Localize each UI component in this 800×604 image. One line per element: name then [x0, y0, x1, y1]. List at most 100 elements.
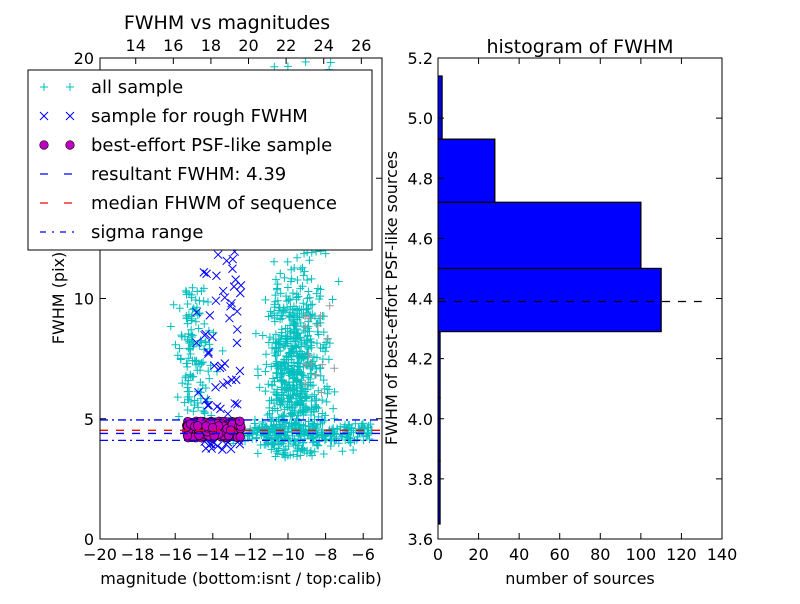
point-all-sample: [276, 400, 285, 409]
point-rough-sample: [199, 268, 209, 277]
point-all-sample: [273, 406, 282, 415]
histogram-bar: [438, 138, 496, 203]
point-all-sample: [264, 312, 273, 321]
point-rough-sample: [232, 325, 242, 334]
point-all-sample: [272, 338, 281, 347]
y-tick-label: 4.4: [408, 290, 433, 309]
point-all-sample: [251, 423, 260, 432]
point-all-sample: [246, 424, 255, 433]
point-all-sample: [297, 444, 306, 453]
point-all-sample: [252, 434, 261, 443]
point-rough-sample: [204, 347, 213, 357]
legend-cross-icon: [39, 111, 49, 121]
point-all-sample: [169, 300, 178, 309]
point-all-sample: [200, 345, 209, 354]
point-all-sample: [296, 451, 305, 460]
point-all-sample: [316, 343, 325, 352]
point-all-sample: [308, 451, 317, 460]
point-all-sample: [253, 449, 262, 458]
point-rough-sample: [218, 380, 228, 390]
point-all-sample: [199, 358, 208, 367]
point-rough-sample: [218, 286, 228, 296]
point-all-sample: [270, 309, 279, 318]
point-all-sample: [175, 304, 184, 313]
histogram-bar: [438, 75, 443, 140]
point-all-sample: [290, 436, 299, 445]
point-all-sample: [192, 303, 201, 312]
point-all-sample: [278, 421, 287, 430]
point-psf-sample: [182, 431, 193, 441]
point-all-sample: [304, 287, 313, 296]
point-all-sample: [264, 338, 273, 347]
point-all-sample: [298, 263, 307, 272]
x-tick-label: 80: [590, 545, 610, 564]
point-all-sample: [262, 360, 271, 369]
point-all-sample: [297, 354, 306, 363]
point-all-sample: [352, 435, 361, 444]
point-all-sample: [301, 379, 310, 388]
point-all-sample: [301, 360, 310, 369]
point-all-sample: [264, 428, 273, 437]
x-tick-label: −12: [234, 545, 268, 564]
point-all-sample: [286, 412, 295, 421]
point-rough-sample: [201, 395, 210, 405]
point-all-sample: [296, 265, 305, 274]
point-all-sample: [279, 411, 288, 420]
point-all-sample: [322, 338, 331, 347]
point-all-sample: [185, 345, 194, 354]
point-all-sample: [265, 396, 274, 405]
point-all-sample: [324, 355, 333, 364]
point-all-sample: [267, 435, 276, 444]
point-all-sample: [293, 306, 302, 315]
point-all-sample: [184, 354, 193, 363]
point-all-sample: [273, 284, 282, 293]
point-all-sample: [261, 295, 270, 304]
y-tick-label: 4.2: [408, 350, 433, 369]
top-x-tick-label: 14: [126, 36, 146, 55]
point-all-sample: [330, 414, 339, 423]
point-all-sample: [184, 344, 193, 353]
point-all-sample: [187, 316, 196, 325]
point-all-sample: [303, 276, 312, 285]
point-all-sample: [173, 393, 182, 402]
legend-label: all sample: [91, 77, 183, 98]
point-all-sample: [316, 371, 325, 380]
point-all-sample: [271, 330, 280, 339]
point-all-sample: [269, 421, 278, 430]
point-all-sample: [182, 288, 191, 297]
point-all-sample: [280, 412, 289, 421]
point-all-sample: [287, 398, 296, 407]
point-all-sample: [297, 305, 306, 314]
point-all-sample: [329, 404, 338, 413]
point-all-sample: [295, 313, 304, 322]
point-all-sample: [280, 405, 289, 414]
right-title: histogram of FWHM: [486, 36, 673, 58]
point-psf-sample: [235, 432, 245, 442]
point-all-sample: [190, 401, 199, 410]
top-x-tick-label: 16: [163, 36, 183, 55]
point-all-sample: [293, 446, 302, 455]
top-x-tick-label: 22: [276, 36, 296, 55]
point-all-sample: [312, 319, 321, 328]
point-all-sample: [201, 384, 210, 393]
point-all-sample: [271, 275, 280, 284]
point-all-sample: [338, 447, 347, 456]
point-all-sample: [330, 364, 339, 373]
x-tick-label: 0: [433, 545, 443, 564]
legend-label: median FHWM of sequence: [91, 193, 337, 214]
point-all-sample: [303, 332, 312, 341]
point-all-sample: [294, 292, 303, 301]
point-all-sample: [292, 295, 301, 304]
point-all-sample: [286, 312, 295, 321]
point-all-sample: [302, 406, 311, 415]
point-all-sample: [301, 323, 310, 332]
point-all-sample: [278, 383, 287, 392]
point-all-sample: [311, 396, 320, 405]
point-all-sample: [323, 389, 332, 398]
point-all-sample: [197, 360, 206, 369]
point-all-sample: [289, 317, 298, 326]
point-all-sample: [281, 360, 290, 369]
point-all-sample: [282, 297, 291, 306]
histogram-bar: [438, 267, 662, 333]
